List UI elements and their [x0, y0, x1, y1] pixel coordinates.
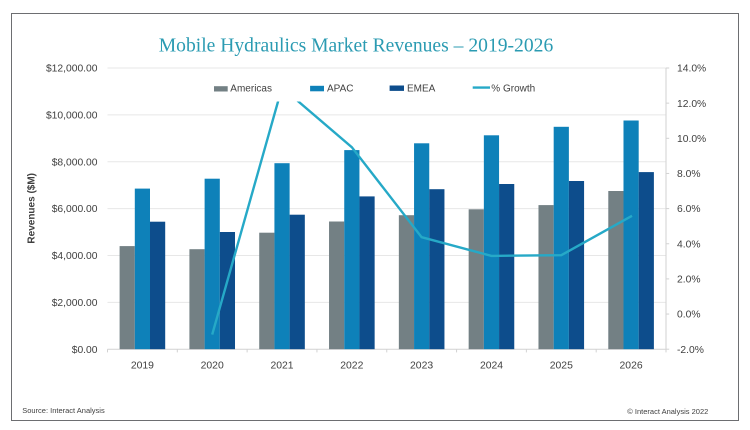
svg-text:$8,000.00: $8,000.00 [52, 157, 98, 168]
svg-text:$6,000.00: $6,000.00 [52, 204, 98, 215]
svg-text:2023: 2023 [410, 361, 433, 372]
svg-text:12.0%: 12.0% [677, 99, 706, 110]
svg-text:Source: Interact Analysis: Source: Interact Analysis [22, 406, 105, 415]
svg-text:$0.00: $0.00 [72, 345, 98, 356]
svg-text:% Growth: % Growth [491, 84, 535, 95]
svg-text:8.0%: 8.0% [677, 169, 700, 180]
svg-text:6.0%: 6.0% [677, 204, 700, 215]
svg-text:APAC: APAC [327, 84, 354, 95]
svg-text:EMEA: EMEA [407, 84, 436, 95]
svg-text:Americas: Americas [230, 84, 272, 95]
svg-text:2019: 2019 [131, 361, 154, 372]
svg-text:2021: 2021 [270, 361, 293, 372]
svg-text:© Interact Analysis 2022: © Interact Analysis 2022 [627, 407, 708, 416]
svg-text:2022: 2022 [340, 361, 363, 372]
svg-text:2020: 2020 [201, 361, 224, 372]
svg-text:4.0%: 4.0% [677, 239, 700, 250]
svg-text:2.0%: 2.0% [677, 275, 700, 286]
svg-text:$10,000.00: $10,000.00 [46, 111, 98, 122]
svg-text:$2,000.00: $2,000.00 [52, 298, 98, 309]
svg-text:Mobile Hydraulics Market Reven: Mobile Hydraulics Market Revenues – 2019… [159, 35, 554, 56]
svg-text:Revenues ($M): Revenues ($M) [27, 173, 38, 244]
svg-text:$12,000.00: $12,000.00 [46, 64, 98, 75]
svg-text:2026: 2026 [620, 361, 643, 372]
svg-text:10.0%: 10.0% [677, 134, 706, 145]
svg-text:14.0%: 14.0% [677, 64, 706, 75]
svg-text:2025: 2025 [550, 361, 573, 372]
svg-text:0.0%: 0.0% [677, 310, 700, 321]
svg-text:$4,000.00: $4,000.00 [52, 251, 98, 262]
svg-text:2024: 2024 [480, 361, 503, 372]
svg-text:-2.0%: -2.0% [677, 345, 704, 356]
